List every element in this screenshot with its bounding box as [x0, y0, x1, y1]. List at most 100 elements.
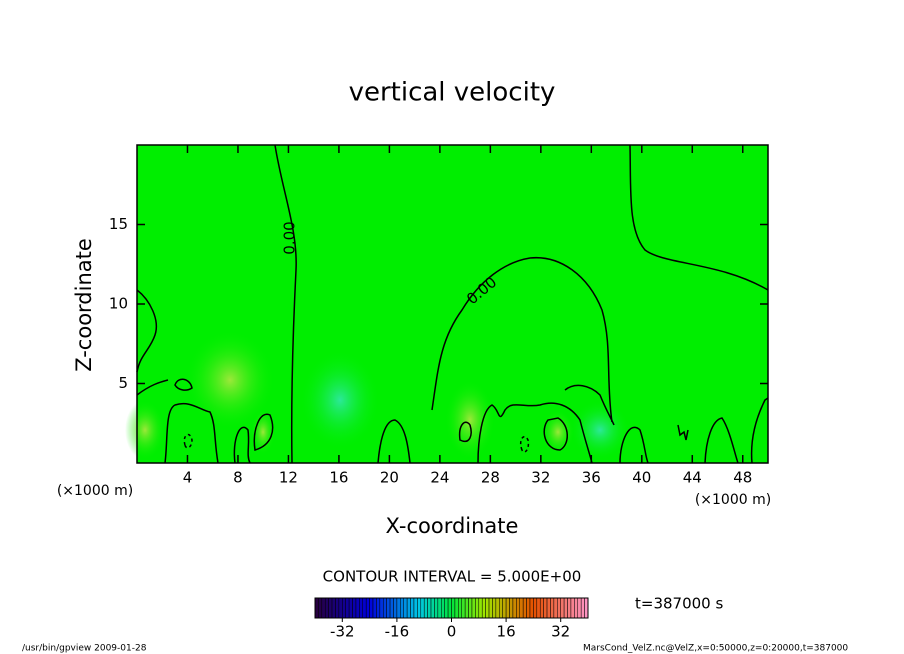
colorbar-cell — [526, 597, 531, 619]
contour-line — [564, 384, 649, 464]
colorbar-cell — [355, 597, 360, 619]
colorbar-cell — [335, 597, 340, 619]
colorbar-cell — [420, 597, 425, 619]
colorbar-cell — [321, 597, 326, 619]
colorbar-cell — [338, 597, 343, 619]
contour-line — [233, 426, 251, 464]
colorbar-cell — [464, 597, 469, 619]
x-unit: (×1000 m) — [57, 483, 133, 499]
colorbar-cell — [454, 597, 459, 619]
colorbar-cell — [437, 597, 442, 619]
contour-line — [629, 144, 769, 291]
colorbar-cell — [543, 597, 548, 619]
colorbar-cell — [475, 597, 480, 619]
contour-line — [477, 402, 593, 464]
colorbar-cell — [485, 597, 490, 619]
x-tick-label: 40 — [632, 469, 651, 487]
colorbar-cell — [539, 597, 544, 619]
colorbar-cell — [584, 597, 589, 619]
colorbar-cell — [434, 597, 439, 619]
colorbar-cell — [400, 597, 404, 619]
colorbar-cell — [577, 597, 582, 619]
y-tick-label: 5 — [118, 374, 128, 392]
colorbar-cell — [359, 597, 364, 619]
contour-line — [704, 417, 739, 464]
contour-line — [164, 402, 219, 464]
colorbar-cell — [553, 597, 558, 619]
colorbar-cell — [546, 597, 551, 619]
colorbar-cell — [328, 597, 333, 619]
contour-line — [458, 421, 472, 442]
colorbar-cell — [478, 597, 483, 619]
colorbar-cell — [560, 597, 565, 619]
x-unit: (×1000 m) — [695, 492, 771, 508]
colorbar-cell — [348, 597, 353, 619]
negative-contour — [183, 433, 530, 453]
x-tick-label: 24 — [430, 469, 449, 487]
colorbar-cell — [352, 597, 357, 619]
colorbar-cell — [413, 597, 418, 619]
colorbar-cell — [386, 597, 391, 619]
y-tick-label: 10 — [109, 295, 128, 313]
colorbar-cell — [488, 597, 493, 619]
colorbar-tick-label: -16 — [385, 623, 410, 641]
colorbar-cell — [471, 597, 476, 619]
x-tick-label: 16 — [329, 469, 348, 487]
colorbar-cell — [331, 597, 336, 619]
colorbar-cell — [345, 597, 350, 619]
contours — [136, 144, 769, 464]
negative-region — [570, 400, 630, 460]
colorbar-cell — [376, 597, 381, 619]
contour-line — [677, 424, 689, 441]
colorbar-cell — [499, 597, 503, 619]
x-tick-label: 8 — [233, 469, 243, 487]
colorbar-cell — [567, 597, 572, 619]
colorbar-cell — [468, 597, 473, 619]
colorbar-cell — [461, 597, 466, 619]
colorbar-cell — [383, 597, 387, 619]
contour-line — [136, 379, 169, 396]
x-tick-label: 12 — [279, 469, 298, 487]
colorbar-cell — [502, 597, 507, 619]
contour-line — [253, 413, 274, 451]
colorbar: -32 -16 0 16 32 — [314, 597, 589, 641]
colorbar-cell — [512, 597, 517, 619]
contour-label: 0.00 — [281, 221, 299, 254]
negative-region — [300, 350, 380, 450]
colorbar-tick-label: 16 — [497, 623, 516, 641]
x-tick-label: 32 — [531, 469, 550, 487]
footer-left: /usr/bin/gpview 2009-01-28 — [22, 644, 147, 654]
colorbar-cell — [423, 597, 428, 619]
field-shading — [125, 330, 630, 460]
colorbar-cell — [342, 597, 346, 619]
colorbar-cell — [417, 597, 422, 619]
footer-right: MarsCond_VelZ.nc@VelZ,x=0:50000,z=0:2000… — [583, 644, 848, 654]
colorbar-cell — [403, 597, 408, 619]
colorbar-cell — [318, 597, 323, 619]
colorbar-cell — [365, 597, 370, 619]
colorbar-cell — [393, 597, 398, 619]
colorbar-cell — [570, 597, 575, 619]
contour-line — [543, 417, 568, 451]
colorbar-cell — [441, 597, 445, 619]
colorbar-cell — [324, 597, 329, 619]
colorbar-cell — [516, 597, 521, 619]
x-tick-label: 4 — [183, 469, 193, 487]
colorbar-cell — [362, 597, 367, 619]
colorbar-tick-label: 0 — [447, 623, 457, 641]
colorbar-cell — [481, 597, 486, 619]
colorbar-cell — [406, 597, 411, 619]
y-axis-label: Z-coordinate — [72, 238, 96, 372]
colorbar-cell — [410, 597, 415, 619]
x-tick-label: 20 — [380, 469, 399, 487]
colorbar-cell — [529, 597, 534, 619]
colorbar-cell — [369, 597, 374, 619]
contour-line — [431, 256, 613, 423]
colorbar-cell — [533, 597, 538, 619]
colorbar-cell — [519, 597, 524, 619]
time-label: t=387000 s — [635, 595, 723, 613]
colorbar-cell — [563, 597, 568, 619]
contour-line — [174, 378, 193, 391]
colorbar-cell — [444, 597, 449, 619]
colorbar-cell — [458, 597, 462, 619]
